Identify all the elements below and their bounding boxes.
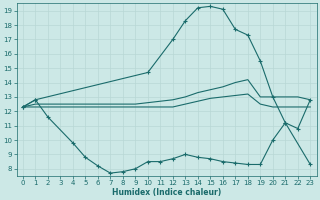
X-axis label: Humidex (Indice chaleur): Humidex (Indice chaleur) (112, 188, 221, 197)
